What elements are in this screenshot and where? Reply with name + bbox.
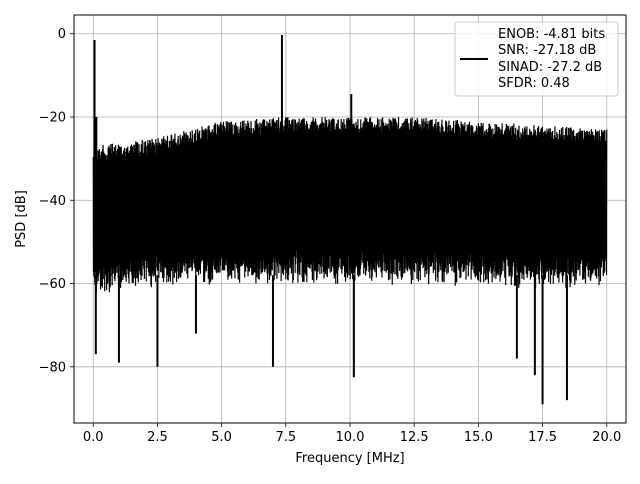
legend: ENOB: -4.81 bits SNR: -27.18 dB SINAD: -… — [454, 21, 619, 97]
y-tick-label: −80 — [39, 360, 66, 375]
y-tick-label: −20 — [39, 111, 66, 126]
y-tick-label: −60 — [39, 277, 66, 292]
y-tick-label: −40 — [39, 194, 66, 209]
x-tick-label: 2.5 — [147, 430, 168, 445]
legend-line-enob: ENOB: -4.81 bits — [498, 27, 605, 42]
y-tick-label: 0 — [58, 27, 66, 42]
legend-line-sinad: SINAD: -27.2 dB — [498, 60, 602, 75]
psd-trace — [92, 117, 608, 293]
x-tick-label: 7.5 — [275, 430, 296, 445]
axis-ticks: 0.0 2.5 5.0 7.5 10.0 12.5 15.0 17.5 20.0 0 −20 −40 −… — [39, 27, 622, 445]
x-tick-label: 0.0 — [83, 430, 104, 445]
legend-box — [454, 21, 619, 97]
y-axis-label: PSD [dB] — [14, 190, 29, 248]
x-tick-label: 5.0 — [211, 430, 232, 445]
x-axis-label: Frequency [MHz] — [295, 451, 404, 466]
x-tick-label: 12.5 — [400, 430, 429, 445]
legend-line-snr: SNR: -27.18 dB — [498, 43, 596, 58]
x-tick-label: 20.0 — [592, 430, 621, 445]
x-tick-label: 15.0 — [464, 430, 493, 445]
legend-line-sfdr: SFDR: 0.48 — [498, 76, 570, 91]
data-series — [92, 34, 608, 405]
x-tick-label: 10.0 — [336, 430, 365, 445]
x-tick-label: 17.5 — [528, 430, 557, 445]
